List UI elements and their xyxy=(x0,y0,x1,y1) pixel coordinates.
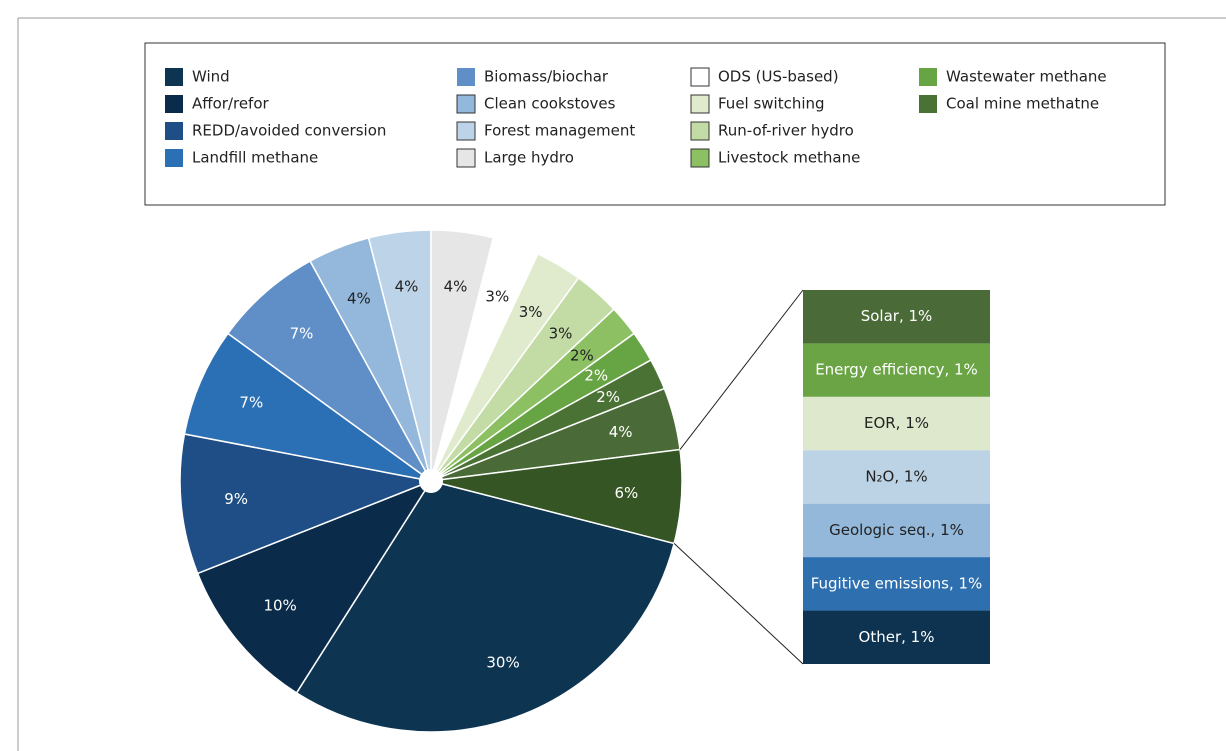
legend-label: Biomass/biochar xyxy=(484,68,609,86)
bar-label: Fugitive emissions, 1% xyxy=(811,574,983,592)
slice-label: 3% xyxy=(485,287,509,305)
slice-label: 4% xyxy=(347,289,371,307)
slice-label: 3% xyxy=(519,303,543,321)
slice-label: 7% xyxy=(239,394,263,412)
slice-label: 2% xyxy=(584,367,608,385)
slice-label: 7% xyxy=(290,325,314,343)
legend-label: REDD/avoided conversion xyxy=(192,122,386,140)
slice-label: 9% xyxy=(224,490,248,508)
slice-label: 2% xyxy=(570,347,594,365)
legend-swatch xyxy=(690,148,710,168)
pie-slice xyxy=(226,260,432,482)
bar-label: Energy efficiency, 1% xyxy=(815,361,978,379)
bar-label: EOR, 1% xyxy=(864,414,929,432)
legend-label: Wind xyxy=(192,68,230,86)
legend-swatch xyxy=(919,95,937,113)
pie-slice xyxy=(430,448,683,545)
slice-label: 4% xyxy=(395,277,419,295)
slice-label: 6% xyxy=(614,484,638,502)
slice-label: 4% xyxy=(444,277,468,295)
bar-segment xyxy=(803,343,990,397)
pie-slice xyxy=(196,479,433,694)
bar-segment xyxy=(803,396,990,451)
legend-label: Fuel switching xyxy=(718,95,825,113)
pie-slice xyxy=(295,480,676,733)
legend-swatch xyxy=(690,67,710,87)
connector xyxy=(673,543,804,665)
slice-label: 2% xyxy=(596,388,620,406)
legend-label: Forest management xyxy=(484,122,635,140)
legend-label: Large hydro xyxy=(484,149,574,167)
legend-swatch xyxy=(456,121,476,141)
bar-segment xyxy=(803,557,990,611)
legend-swatch xyxy=(457,68,475,86)
bar-segment xyxy=(803,503,990,558)
slice-label: 30% xyxy=(486,654,519,672)
legend-swatch xyxy=(690,121,710,141)
slice-label: 4% xyxy=(609,423,633,441)
bar-segment xyxy=(803,610,990,664)
bar-label: Other, 1% xyxy=(859,628,935,646)
legend-label: ODS (US-based) xyxy=(718,68,839,86)
pie-hole xyxy=(419,469,443,493)
legend-label: Livestock methane xyxy=(718,149,860,167)
pie-slice xyxy=(183,332,432,482)
bar-label: Solar, 1% xyxy=(861,307,933,325)
legend-label: Affor/refor xyxy=(192,95,270,113)
legend-swatch xyxy=(165,122,183,140)
legend-swatch xyxy=(165,149,183,167)
legend-label: Run-of-river hydro xyxy=(718,122,854,140)
legend-swatch xyxy=(456,94,476,114)
legend-swatch xyxy=(165,68,183,86)
slice-label: 3% xyxy=(549,325,573,343)
legend-swatch xyxy=(165,95,183,113)
legend-box xyxy=(144,42,1166,206)
legend-swatch xyxy=(456,148,476,168)
pie-slice xyxy=(179,433,434,575)
bar-segment xyxy=(803,450,990,504)
legend-label: Landfill methane xyxy=(192,149,318,167)
legend-label: Coal mine methatne xyxy=(946,95,1099,113)
bar-segment xyxy=(803,290,990,344)
bar-label: N₂O, 1% xyxy=(865,468,927,486)
legend-swatch xyxy=(690,94,710,114)
legend-label: Clean cookstoves xyxy=(484,95,616,113)
bar-label: Geologic seq., 1% xyxy=(829,521,964,539)
slice-label: 10% xyxy=(263,596,296,614)
connector xyxy=(679,289,804,450)
legend-label: Wastewater methane xyxy=(946,68,1107,86)
legend-swatch xyxy=(919,68,937,86)
